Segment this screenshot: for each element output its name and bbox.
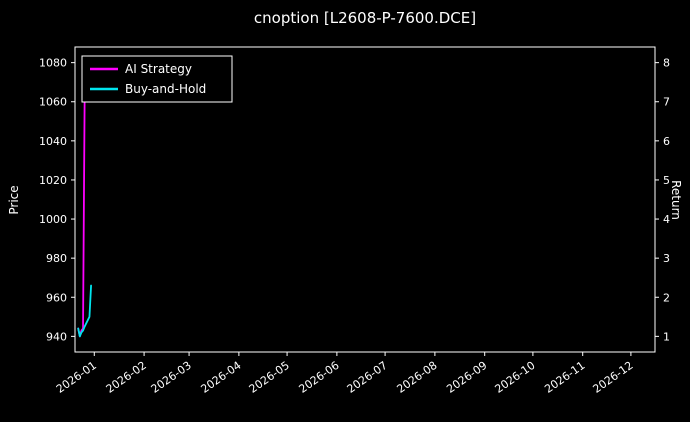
y-tick-label-left: 940: [46, 330, 67, 343]
y-tick-label-left: 1080: [39, 57, 67, 70]
y-tick-label-right: 6: [663, 135, 670, 148]
x-tick-label: 2026-04: [198, 359, 243, 396]
y-tick-label-left: 960: [46, 291, 67, 304]
chart-title: cnoption [L2608-P-7600.DCE]: [253, 9, 477, 27]
series-line-ai-strategy: [77, 96, 86, 338]
y-tick-label-right: 3: [663, 252, 670, 265]
y-tick-label-right: 7: [663, 96, 670, 109]
legend-label: AI Strategy: [125, 62, 192, 76]
x-tick-label: 2026-05: [247, 359, 292, 396]
x-tick-label: 2026-12: [591, 359, 636, 396]
y-tick-label-left: 1060: [39, 96, 67, 109]
y-tick-label-left: 1000: [39, 213, 67, 226]
plot-border: [74, 46, 656, 353]
x-tick-label: 2026-07: [345, 359, 390, 396]
legend: [81, 55, 233, 103]
y-tick-label-right: 4: [663, 213, 670, 226]
x-tick-label: 2026-09: [444, 359, 489, 396]
y-tick-label-right: 8: [663, 57, 670, 70]
x-tick-label: 2026-03: [149, 359, 194, 396]
legend-label: Buy-and-Hold: [125, 82, 206, 96]
y-tick-label-left: 980: [46, 252, 67, 265]
y-tick-label-right: 1: [663, 330, 670, 343]
series-line-buy-and-hold: [77, 284, 92, 338]
x-tick-label: 2026-06: [296, 359, 341, 396]
x-tick-label: 2026-08: [394, 359, 439, 396]
y-tick-label-right: 5: [663, 174, 670, 187]
x-tick-label: 2026-01: [54, 359, 99, 396]
y-tick-label-left: 1020: [39, 174, 67, 187]
x-tick-label: 2026-11: [542, 359, 587, 396]
y-tick-label-left: 1040: [39, 135, 67, 148]
x-tick-label: 2026-02: [104, 359, 149, 396]
y-tick-label-right: 2: [663, 291, 670, 304]
x-tick-label: 2026-10: [493, 359, 538, 396]
